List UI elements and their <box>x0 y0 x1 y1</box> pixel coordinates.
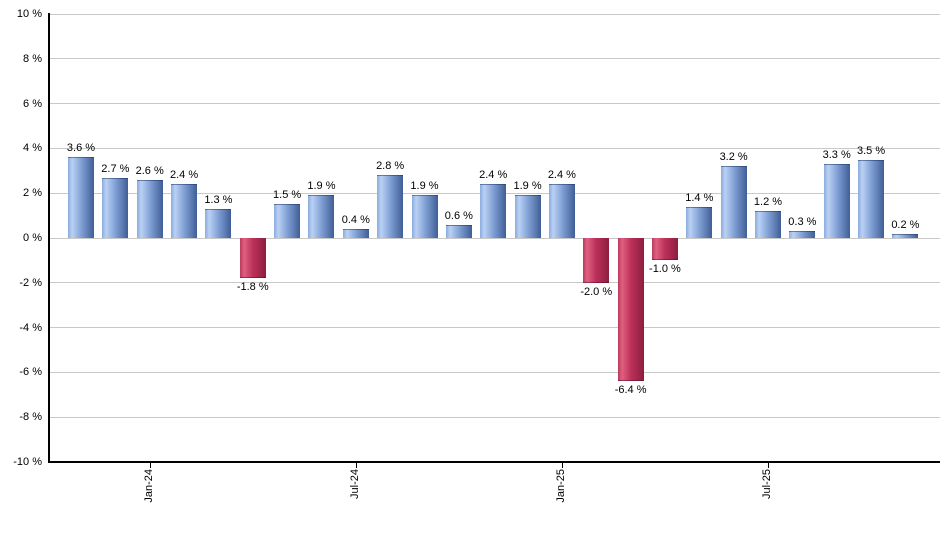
positive-return-bar <box>686 206 713 238</box>
x-axis-tick <box>355 463 357 468</box>
negative-return-bar <box>617 238 644 382</box>
y-axis-tick-label: 10 % <box>16 8 42 20</box>
gridline <box>49 147 940 149</box>
bar-value-label: 0.3 % <box>788 216 817 229</box>
bar-value-label: 3.6 % <box>66 142 96 155</box>
bar-value-label: 2.4 % <box>547 169 576 182</box>
bar-value-label: 3.2 % <box>719 151 748 164</box>
positive-return-bar <box>342 229 369 238</box>
positive-return-bar <box>445 224 472 238</box>
bar-value-label: 1.4 % <box>685 191 714 204</box>
bar-value-label: -2.0 % <box>580 285 613 298</box>
x-axis-tick-label: Jul-25 <box>761 469 773 499</box>
y-axis-tick-label: -10 % <box>13 456 42 468</box>
x-axis-tick <box>561 463 563 468</box>
bar-value-label: 2.4 % <box>169 169 199 182</box>
positive-return-bar <box>136 179 163 238</box>
gridline <box>49 237 940 239</box>
y-axis-line <box>48 13 50 463</box>
positive-return-bar <box>68 157 94 238</box>
y-axis-tick-label: -6 % <box>19 366 42 379</box>
bar-value-label: 2.8 % <box>376 160 405 173</box>
positive-return-bar <box>205 208 232 238</box>
positive-return-bar <box>274 204 301 238</box>
positive-return-bar <box>102 177 129 238</box>
y-axis-tick-label: 0 % <box>23 232 42 244</box>
bar-value-label: 0.4 % <box>341 214 370 227</box>
x-axis-tick-label: Jan-24 <box>142 469 155 503</box>
bar-value-label: 1.3 % <box>204 193 233 206</box>
bar-value-label: 1.5 % <box>273 189 302 202</box>
negative-return-bar <box>651 238 678 261</box>
bar-value-label: 2.4 % <box>479 169 508 182</box>
negative-return-bar <box>583 238 610 283</box>
positive-return-bar <box>548 184 575 238</box>
gridline <box>49 282 940 284</box>
positive-return-bar <box>411 195 438 238</box>
x-axis-tick-label: Jul-24 <box>348 469 361 499</box>
positive-return-bar <box>823 164 850 238</box>
y-axis-tick-label: -2 % <box>19 276 42 289</box>
positive-return-bar <box>171 184 198 238</box>
bar-value-label: 1.9 % <box>410 180 439 193</box>
positive-return-bar <box>755 211 781 238</box>
y-axis-tick-label: 8 % <box>23 52 42 65</box>
y-axis-tick-label: 2 % <box>23 187 42 200</box>
bar-value-label: 0.2 % <box>891 218 920 231</box>
positive-return-bar <box>789 231 816 238</box>
y-axis-tick-label: 4 % <box>23 142 42 155</box>
x-axis-line <box>48 461 940 463</box>
bar-value-label: 1.9 % <box>513 180 542 193</box>
x-axis-tick <box>768 463 769 468</box>
negative-return-bar <box>239 238 266 279</box>
bar-value-label: -1.8 % <box>236 281 269 294</box>
y-axis-tick-label: -8 % <box>19 411 42 424</box>
positive-return-bar <box>308 195 335 238</box>
gridline <box>49 371 940 373</box>
positive-return-bar <box>480 184 507 238</box>
positive-return-bar <box>892 233 919 238</box>
x-axis-tick-label: Jan-25 <box>554 469 567 503</box>
bar-value-label: 3.3 % <box>822 149 851 162</box>
positive-return-bar <box>377 175 404 238</box>
gridline <box>49 327 940 329</box>
y-axis-tick-label: 6 % <box>23 97 42 110</box>
x-axis-tick <box>149 463 151 468</box>
positive-return-bar <box>858 159 885 238</box>
bar-value-label: 2.7 % <box>101 162 130 175</box>
gridline <box>49 416 940 418</box>
positive-return-bar <box>514 195 541 238</box>
positive-return-bar <box>720 166 747 238</box>
plot-area: 3.6 % 2.7 % 2.6 % 2.4 % 1.3 % -1.8 % 1.5 % 1.9 … <box>49 13 940 462</box>
bar-value-label: -6.4 % <box>614 384 647 397</box>
gridline <box>49 103 940 105</box>
bar-value-label: 2.6 % <box>135 164 164 177</box>
bar-value-label: 3.5 % <box>856 144 886 157</box>
bar-value-label: -1.0 % <box>649 263 681 276</box>
gridline <box>49 13 940 15</box>
y-axis-tick-label: -4 % <box>19 321 42 334</box>
bar-value-label: 0.6 % <box>444 209 473 222</box>
bar-value-label: 1.2 % <box>753 196 783 209</box>
bar-value-label: 1.9 % <box>307 180 336 193</box>
gridline <box>49 58 940 60</box>
